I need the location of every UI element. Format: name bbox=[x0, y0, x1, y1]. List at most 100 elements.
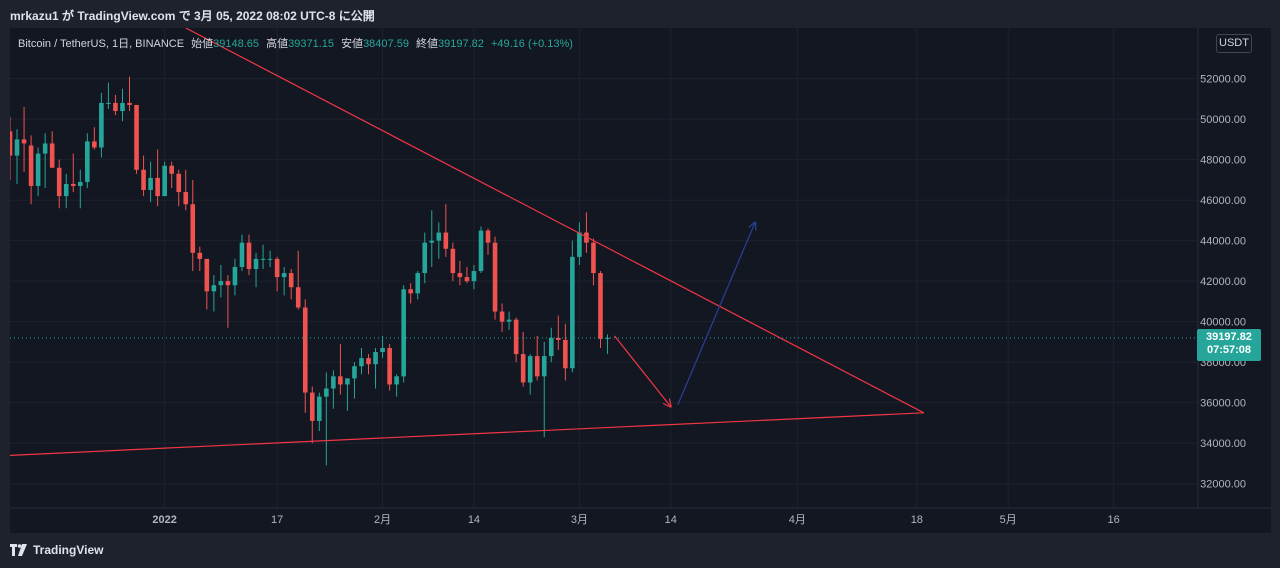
candle-body bbox=[302, 307, 308, 393]
currency-badge[interactable]: USDT bbox=[1216, 34, 1252, 53]
candle-body bbox=[281, 273, 287, 278]
candle-body bbox=[204, 258, 210, 292]
candle-up bbox=[570, 240, 575, 373]
candle-down bbox=[302, 299, 308, 413]
projected-rise-arrow bbox=[677, 222, 755, 405]
candle-body bbox=[253, 258, 259, 270]
candle-up bbox=[527, 354, 533, 395]
candle-body bbox=[120, 102, 125, 112]
candle-body bbox=[77, 181, 83, 186]
candles bbox=[10, 76, 610, 466]
candle-body bbox=[380, 348, 385, 353]
candle-body bbox=[359, 358, 364, 367]
candle-body bbox=[190, 204, 196, 253]
candle-up bbox=[120, 88, 125, 122]
candle-up bbox=[267, 250, 273, 267]
ohlc-legend: Bitcoin / TetherUS, 1日, BINANCE 始値39148.… bbox=[18, 35, 573, 51]
chart-frame[interactable]: 32000.00 34000.00 36000.00 38000.00 40000.00… bbox=[10, 28, 1271, 533]
candle-body bbox=[345, 378, 350, 385]
candle-up bbox=[380, 335, 385, 359]
candle-up bbox=[359, 348, 364, 375]
candle-down bbox=[225, 275, 231, 328]
candle-down bbox=[513, 317, 519, 363]
candle-body bbox=[309, 392, 315, 421]
candle-body bbox=[267, 258, 273, 260]
candle-body bbox=[541, 356, 547, 377]
candle-down bbox=[598, 271, 603, 348]
candle-body bbox=[317, 396, 322, 421]
candle-body bbox=[457, 273, 463, 278]
candle-up bbox=[162, 161, 167, 197]
candle-up bbox=[331, 370, 336, 409]
candle-body bbox=[443, 232, 449, 249]
candle-up bbox=[260, 244, 266, 270]
publication-header: mrkazu1 が TradingView.com で 3月 05, 2022 … bbox=[0, 0, 1280, 28]
candle-body bbox=[35, 153, 41, 186]
candle-up bbox=[211, 275, 217, 312]
candle-body bbox=[450, 248, 456, 274]
time-tick-label: 14 bbox=[468, 514, 480, 526]
price-tick-label: 32000.00 bbox=[1200, 479, 1246, 491]
open-label: 始値 bbox=[191, 38, 214, 50]
candle-down bbox=[190, 179, 196, 272]
time-tick-label: 16 bbox=[1108, 514, 1120, 526]
time-tick-label: 14 bbox=[665, 514, 677, 526]
candle-body bbox=[563, 339, 568, 369]
candle-body bbox=[366, 358, 371, 365]
candle-body bbox=[394, 376, 399, 385]
candle-up bbox=[605, 334, 610, 354]
candle-up bbox=[317, 392, 322, 432]
candle-up bbox=[415, 271, 421, 300]
candle-up bbox=[401, 285, 406, 383]
price-chart[interactable]: 32000.0034000.0036000.0038000.0040000.00… bbox=[10, 28, 1271, 533]
candle-body bbox=[85, 141, 90, 182]
candle-down bbox=[127, 76, 132, 112]
candle-body bbox=[70, 183, 76, 186]
candle-body bbox=[478, 230, 484, 272]
tradingview-brand: TradingView bbox=[33, 543, 104, 557]
candle-down bbox=[204, 258, 210, 310]
tradingview-logo[interactable]: TradingView bbox=[10, 543, 103, 557]
candle-up bbox=[85, 133, 90, 188]
candle-body bbox=[591, 242, 596, 274]
candle-body bbox=[141, 169, 146, 191]
time-tick-label: 4月 bbox=[789, 514, 806, 526]
price-axis: 32000.0034000.0036000.0038000.0040000.00… bbox=[1200, 74, 1246, 491]
candle-up bbox=[478, 226, 484, 274]
candle-body bbox=[113, 102, 118, 112]
candle-down bbox=[492, 236, 498, 320]
high-value: 39371.15 bbox=[288, 38, 334, 50]
candle-body bbox=[485, 230, 491, 243]
candle-down bbox=[70, 153, 76, 193]
footer: TradingView bbox=[0, 533, 1280, 568]
candle-up bbox=[14, 129, 20, 184]
candle-body bbox=[324, 388, 329, 397]
candle-body bbox=[295, 287, 301, 308]
candle-down bbox=[499, 303, 505, 332]
candle-down bbox=[485, 228, 491, 255]
candle-body bbox=[232, 266, 238, 286]
candle-down bbox=[366, 354, 371, 375]
candle-body bbox=[577, 232, 582, 257]
candle-body bbox=[246, 242, 252, 270]
time-tick-label: 2月 bbox=[374, 514, 391, 526]
candle-up bbox=[35, 147, 41, 197]
time-tick-label: 17 bbox=[271, 514, 283, 526]
candle-down bbox=[563, 323, 568, 381]
candle-body bbox=[513, 319, 519, 355]
candle-up bbox=[148, 161, 153, 203]
candle-body bbox=[134, 104, 139, 170]
price-tick-label: 40000.00 bbox=[1200, 317, 1246, 329]
candle-body bbox=[99, 102, 104, 148]
candle-down bbox=[556, 315, 561, 351]
candle-up bbox=[63, 173, 69, 209]
candle-body bbox=[211, 285, 217, 292]
high-label: 高値 bbox=[266, 38, 289, 50]
candle-up bbox=[253, 252, 259, 288]
candle-body bbox=[14, 139, 20, 156]
price-tick-label: 50000.00 bbox=[1200, 114, 1246, 126]
candle-body bbox=[401, 289, 406, 377]
candle-up bbox=[373, 348, 378, 389]
candle-down bbox=[443, 204, 449, 257]
price-tick-label: 44000.00 bbox=[1200, 236, 1246, 248]
